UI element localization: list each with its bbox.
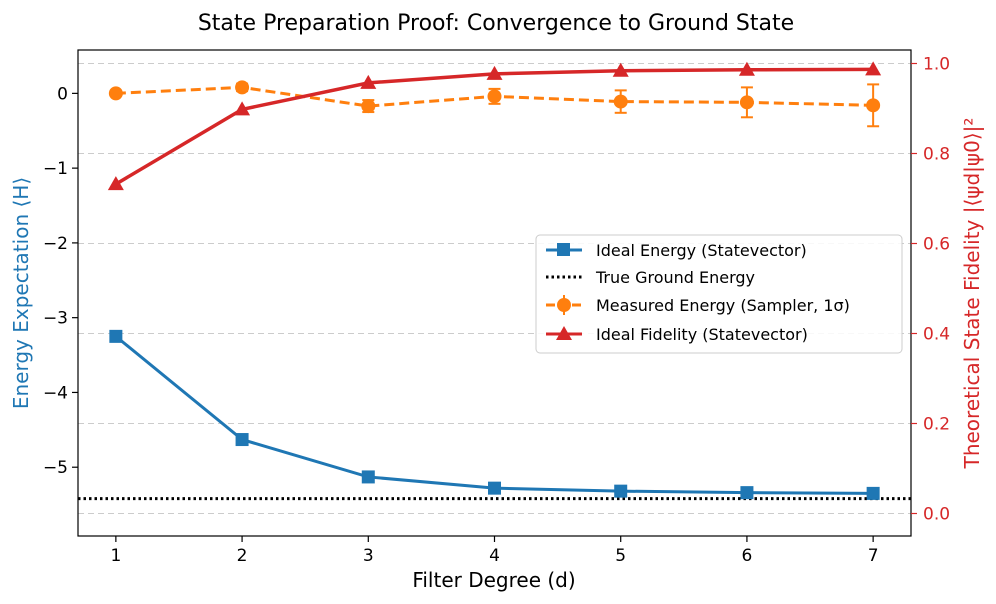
legend-marker-circle — [557, 298, 571, 312]
y-left-tick-label: −5 — [43, 458, 68, 478]
y-right-tick-label: 0.0 — [923, 505, 950, 525]
chart-title: State Preparation Proof: Convergence to … — [198, 11, 794, 36]
x-tick-label: 5 — [615, 546, 626, 566]
y-axis-label-right: Theoretical State Fidelity |⟨ψd|ψ0⟩|² — [960, 118, 984, 470]
x-axis-label: Filter Degree (d) — [412, 568, 575, 592]
x-tick-label: 7 — [868, 546, 879, 566]
x-tick-label: 1 — [110, 546, 121, 566]
y-right-tick-label: 1.0 — [923, 55, 950, 75]
ideal-energy-line — [114, 335, 874, 495]
legend-label-measured-energy: Measured Energy (Sampler, 1σ) — [596, 296, 850, 315]
ideal-fidelity-point — [360, 74, 377, 89]
series-layer — [78, 61, 911, 501]
y-right-tick-label: 0.2 — [923, 415, 950, 435]
measured-energy-point — [487, 89, 502, 104]
x-tick-label: 3 — [363, 546, 374, 566]
ideal-energy-point — [361, 470, 375, 484]
y-right-tick-label: 0.4 — [923, 325, 950, 345]
ideal-energy-point — [740, 486, 754, 500]
ideal-energy-point — [488, 481, 501, 495]
legend-label-ideal-energy: Ideal Energy (Statevector) — [596, 241, 807, 260]
x-ticks: 1 2 3 4 5 6 7 — [110, 536, 879, 566]
legend-marker-triangle — [556, 326, 572, 340]
legend-box — [535, 234, 903, 354]
ideal-fidelity-point — [738, 61, 755, 76]
legend: Ideal Energy (Statevector) True Ground E… — [535, 234, 903, 354]
y-axis-label-left: Energy Expectation ⟨H⟩ — [9, 177, 33, 409]
y-left-ticks: 0 −1 −2 −3 −4 −5 — [43, 84, 78, 478]
x-tick-label: 4 — [489, 546, 500, 566]
legend-label-true-ground: True Ground Energy — [595, 268, 755, 287]
legend-marker-square — [557, 243, 570, 256]
y-right-ticks: 0.0 0.2 0.4 0.6 0.8 1.0 — [911, 55, 950, 525]
ideal-fidelity-point — [234, 101, 251, 116]
legend-item-ideal-fidelity: Ideal Fidelity (Statevector) — [546, 325, 808, 344]
legend-label-ideal-fidelity: Ideal Fidelity (Statevector) — [596, 325, 808, 344]
legend-item-ideal-energy: Ideal Energy (Statevector) — [546, 241, 807, 260]
ideal-energy-point — [866, 486, 880, 500]
y-left-tick-label: −3 — [43, 309, 68, 329]
y-right-tick-label: 0.6 — [923, 235, 950, 255]
measured-energy-point — [613, 94, 628, 109]
legend-item-measured-energy: Measured Energy (Sampler, 1σ) — [546, 295, 850, 315]
ideal-energy-point — [109, 329, 123, 343]
measured-energy-point — [235, 80, 250, 95]
y-left-tick-label: 0 — [57, 84, 68, 104]
ideal-fidelity-point — [612, 62, 629, 77]
legend-item-true-ground: True Ground Energy — [546, 268, 755, 287]
x-tick-label: 6 — [742, 546, 753, 566]
measured-energy-point — [361, 99, 376, 114]
x-tick-label: 2 — [237, 546, 248, 566]
measured-energy-point — [866, 98, 881, 113]
measured-energy-point — [739, 95, 754, 110]
y-left-tick-label: −1 — [43, 159, 68, 179]
ideal-fidelity-point — [107, 176, 124, 191]
ideal-fidelity-point — [486, 65, 503, 80]
y-left-tick-label: −4 — [43, 383, 68, 403]
measured-energy-point — [108, 86, 123, 101]
ideal-energy-point — [614, 484, 628, 498]
y-right-tick-label: 0.8 — [923, 145, 950, 165]
ideal-energy-point — [235, 433, 249, 447]
ideal-fidelity-point — [865, 61, 882, 76]
y-left-tick-label: −2 — [43, 234, 68, 254]
